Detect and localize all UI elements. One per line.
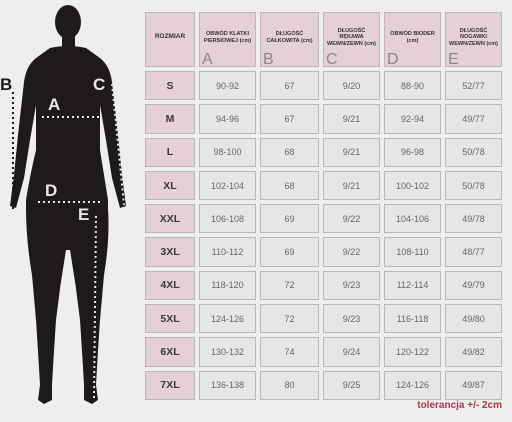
measure-label-e: E	[78, 205, 90, 224]
header-chest-text: OBWÓD KLATKI PIERSIOWEJ (cm)	[203, 31, 252, 44]
header-sleeve-length-letter: C	[326, 51, 338, 68]
cell-chest: 90-92	[199, 71, 256, 101]
cell-chest: 136-138	[199, 370, 256, 400]
table-row: 7XL 136-138 80 9/25 124-126 49/87	[145, 370, 502, 400]
cell-size: 7XL	[145, 370, 195, 400]
cell-total-length: 69	[260, 237, 319, 267]
header-chest: OBWÓD KLATKI PIERSIOWEJ (cm) A	[199, 12, 256, 68]
cell-hips: 92-94	[384, 104, 441, 134]
tolerance-note: tolerancja +/- 2cm	[417, 400, 502, 411]
cell-chest: 130-132	[199, 337, 256, 367]
table-row: S 90-92 67 9/20 88-90 52/77	[145, 71, 502, 101]
cell-sleeve-length: 9/25	[323, 370, 380, 400]
header-total-length: DŁUGOŚĆ CAŁKOWITA (cm) B	[260, 12, 319, 68]
cell-hips: 120-122	[384, 337, 441, 367]
cell-size: M	[145, 104, 195, 134]
cell-hips: 112-114	[384, 270, 441, 301]
cell-size: 5XL	[145, 304, 195, 334]
cell-hips: 108-110	[384, 237, 441, 267]
cell-size: 3XL	[145, 237, 195, 267]
table-row: L 98-100 68 9/21 96-98 50/78	[145, 137, 502, 167]
cell-leg-length: 49/87	[445, 370, 502, 400]
cell-chest: 124-126	[199, 304, 256, 334]
measure-label-d: D	[45, 181, 58, 200]
header-leg-length: DŁUGOŚĆ NOGAWKI WEWN/ZEWN (cm) E	[445, 12, 502, 68]
cell-leg-length: 49/79	[445, 270, 502, 301]
cell-sleeve-length: 9/23	[323, 270, 380, 301]
header-hips-text: OBWÓD BIODER (cm)	[390, 31, 435, 44]
header-size: ROZMIAR	[145, 12, 195, 67]
cell-sleeve-length: 9/23	[323, 304, 380, 334]
cell-total-length: 72	[260, 270, 319, 301]
header-leg-length-letter: E	[448, 51, 459, 68]
size-table: ROZMIAR OBWÓD KLATKI PIERSIOWEJ (cm) A D…	[141, 8, 506, 404]
measure-label-b: B	[0, 75, 13, 94]
size-table-header-row: ROZMIAR OBWÓD KLATKI PIERSIOWEJ (cm) A D…	[145, 12, 502, 68]
cell-hips: 100-102	[384, 170, 441, 201]
table-row: 3XL 110-112 69 9/22 108-110 48/77	[145, 237, 502, 267]
table-row: 6XL 130-132 74 9/24 120-122 49/82	[145, 337, 502, 367]
cell-total-length: 74	[260, 337, 319, 367]
header-size-text: ROZMIAR	[154, 33, 186, 41]
cell-leg-length: 49/77	[445, 104, 502, 134]
cell-chest: 102-104	[199, 170, 256, 201]
cell-leg-length: 48/77	[445, 237, 502, 267]
cell-size: S	[145, 71, 195, 101]
cell-leg-length: 50/78	[445, 170, 502, 201]
cell-total-length: 68	[260, 137, 319, 167]
header-chest-letter: A	[202, 51, 213, 68]
cell-size: XXL	[145, 204, 195, 234]
table-row: XXL 106-108 69 9/22 104-106 49/78	[145, 204, 502, 234]
cell-sleeve-length: 9/21	[323, 104, 380, 134]
cell-sleeve-length: 9/24	[323, 337, 380, 367]
cell-total-length: 67	[260, 71, 319, 101]
table-row: 5XL 124-126 72 9/23 116-118 49/80	[145, 304, 502, 334]
body-silhouette	[10, 5, 126, 404]
header-sleeve-length: DŁUGOŚĆ RĘKAWA WEWN/ZEWN (cm) C	[323, 12, 380, 68]
cell-total-length: 72	[260, 304, 319, 334]
header-hips: OBWÓD BIODER (cm) D	[384, 12, 441, 68]
header-sleeve-length-text: DŁUGOŚĆ RĘKAWA WEWN/ZEWN (cm)	[327, 27, 376, 47]
header-total-length-letter: B	[263, 51, 274, 68]
cell-total-length: 67	[260, 104, 319, 134]
cell-size: L	[145, 137, 195, 167]
cell-leg-length: 49/80	[445, 304, 502, 334]
table-row: 4XL 118-120 72 9/23 112-114 49/79	[145, 270, 502, 301]
cell-chest: 110-112	[199, 237, 256, 267]
cell-sleeve-length: 9/21	[323, 170, 380, 201]
cell-sleeve-length: 9/22	[323, 237, 380, 267]
table-row: M 94-96 67 9/21 92-94 49/77	[145, 104, 502, 134]
cell-sleeve-length: 9/20	[323, 71, 380, 101]
cell-hips: 116-118	[384, 304, 441, 334]
cell-size: 6XL	[145, 337, 195, 367]
body-measurement-figure: A B C D E	[0, 0, 140, 422]
measure-label-c: C	[93, 75, 106, 94]
cell-chest: 98-100	[199, 137, 256, 167]
cell-chest: 106-108	[199, 204, 256, 234]
cell-sleeve-length: 9/22	[323, 204, 380, 234]
size-table-body: S 90-92 67 9/20 88-90 52/77 M 94-96 67 9/21 92-94 4…	[145, 71, 502, 400]
header-hips-letter: D	[387, 51, 399, 68]
cell-size: XL	[145, 170, 195, 201]
cell-hips: 96-98	[384, 137, 441, 167]
cell-total-length: 80	[260, 370, 319, 400]
header-total-length-text: DŁUGOŚĆ CAŁKOWITA (cm)	[266, 31, 313, 44]
cell-leg-length: 50/78	[445, 137, 502, 167]
header-leg-length-text: DŁUGOŚĆ NOGAWKI WEWN/ZEWN (cm)	[449, 27, 498, 47]
cell-chest: 118-120	[199, 270, 256, 301]
cell-total-length: 69	[260, 204, 319, 234]
cell-sleeve-length: 9/21	[323, 137, 380, 167]
cell-size: 4XL	[145, 270, 195, 301]
table-row: XL 102-104 68 9/21 100-102 50/78	[145, 170, 502, 201]
cell-leg-length: 49/78	[445, 204, 502, 234]
cell-total-length: 68	[260, 170, 319, 201]
cell-hips: 124-126	[384, 370, 441, 400]
cell-hips: 104-106	[384, 204, 441, 234]
cell-leg-length: 49/82	[445, 337, 502, 367]
measure-label-a: A	[48, 95, 61, 114]
cell-leg-length: 52/77	[445, 71, 502, 101]
cell-chest: 94-96	[199, 104, 256, 134]
cell-hips: 88-90	[384, 71, 441, 101]
